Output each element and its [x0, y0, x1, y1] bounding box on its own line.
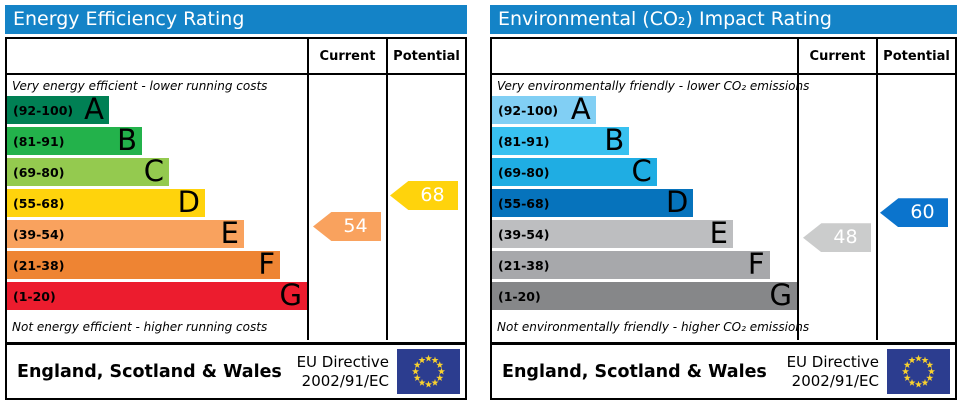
- table-body-row: Very environmentally friendly - lower CO…: [492, 75, 955, 340]
- rating-scale: Very environmentally friendly - lower CO…: [492, 75, 810, 340]
- band-e: (39-54) E: [7, 216, 244, 250]
- current-column-header: Current: [797, 39, 876, 73]
- eu-directive-label: EU Directive 2002/91/EC: [296, 352, 389, 390]
- band-range: (81-91): [13, 133, 65, 149]
- current-rating-value: 48: [833, 226, 858, 249]
- band-range: (21-38): [498, 257, 550, 273]
- panel-footer: England, Scotland & Wales EU Directive 2…: [5, 343, 467, 400]
- band-range: (39-54): [498, 226, 550, 242]
- band-range: (55-68): [498, 195, 550, 211]
- table-header-row: Current Potential: [7, 39, 465, 75]
- band-range: (69-80): [498, 164, 550, 180]
- eu-flag-icon: [397, 349, 460, 394]
- band-letter: G: [769, 278, 792, 312]
- top-annotation: Very environmentally friendly - lower CO…: [497, 79, 810, 93]
- band-letter: D: [177, 185, 200, 219]
- eu-directive-label: EU Directive 2002/91/EC: [786, 352, 879, 390]
- band-letter: B: [604, 123, 625, 157]
- band-range: (39-54): [13, 226, 65, 242]
- band-a: (92-100) A: [7, 92, 109, 126]
- band-range: (1-20): [498, 288, 541, 304]
- band-e: (39-54) E: [492, 216, 733, 250]
- band-range: (21-38): [13, 257, 65, 273]
- table-body-row: Very energy efficient - lower running co…: [7, 75, 465, 340]
- energy-efficiency-panel: Energy Efficiency Rating Current Potenti…: [5, 5, 467, 400]
- environmental-impact-panel: Environmental (CO₂) Impact Rating Curren…: [490, 5, 957, 400]
- region-label: England, Scotland & Wales: [17, 361, 282, 382]
- band-range: (92-100): [13, 102, 74, 118]
- potential-column-header: Potential: [876, 39, 955, 73]
- band-letter: F: [258, 247, 275, 281]
- rating-bands: (92-100) A (81-91) B (69-80) C (55-68): [492, 92, 797, 313]
- band-letter: D: [665, 185, 689, 219]
- current-column: [797, 75, 876, 340]
- bottom-annotation: Not energy efficient - higher running co…: [12, 320, 268, 334]
- band-letter: A: [84, 92, 104, 126]
- rating-table: Current Potential Very environmentally f…: [490, 37, 957, 344]
- rating-scale: Very energy efficient - lower running co…: [7, 75, 307, 340]
- band-letter: F: [747, 247, 765, 281]
- band-g: (1-20) G: [7, 278, 307, 312]
- eu-flag-icon: [887, 349, 950, 394]
- band-b: (81-91) B: [7, 123, 142, 157]
- current-column-header: Current: [307, 39, 386, 73]
- header-spacer: [7, 39, 307, 73]
- panel-title: Energy Efficiency Rating: [5, 5, 467, 34]
- panel-title: Environmental (CO₂) Impact Rating: [490, 5, 957, 34]
- band-letter: E: [709, 216, 728, 250]
- band-range: (81-91): [498, 133, 550, 149]
- table-header-row: Current Potential: [492, 39, 955, 75]
- band-c: (69-80) C: [7, 154, 169, 188]
- band-d: (55-68) D: [492, 185, 694, 219]
- band-letter: G: [279, 278, 302, 312]
- band-d: (55-68) D: [7, 185, 205, 219]
- current-rating-value: 54: [343, 215, 368, 237]
- band-b: (81-91) B: [492, 123, 630, 157]
- rating-bands: (92-100) A (81-91) B (69-80) C (55-68): [7, 92, 307, 313]
- band-a: (92-100) A: [492, 92, 596, 126]
- bottom-annotation: Not environmentally friendly - higher CO…: [497, 320, 810, 334]
- panel-footer: England, Scotland & Wales EU Directive 2…: [490, 343, 957, 400]
- band-c: (69-80) C: [492, 154, 657, 188]
- potential-column: [876, 75, 955, 340]
- band-f: (21-38) F: [7, 247, 280, 281]
- band-letter: A: [570, 92, 591, 126]
- band-letter: C: [631, 154, 652, 188]
- band-letter: C: [143, 154, 164, 188]
- band-range: (92-100): [498, 102, 559, 118]
- top-annotation: Very energy efficient - lower running co…: [12, 79, 268, 93]
- band-range: (55-68): [13, 195, 65, 211]
- band-range: (1-20): [13, 288, 56, 304]
- band-range: (69-80): [13, 164, 65, 180]
- rating-table: Current Potential Very energy efficient …: [5, 37, 467, 344]
- band-letter: B: [117, 123, 137, 157]
- header-spacer: [492, 39, 797, 73]
- current-column: [307, 75, 386, 340]
- band-f: (21-38) F: [492, 247, 770, 281]
- potential-column-header: Potential: [386, 39, 465, 73]
- potential-rating-value: 60: [910, 201, 935, 224]
- band-g: (1-20) G: [492, 278, 797, 312]
- potential-rating-value: 68: [420, 184, 445, 206]
- band-letter: E: [220, 216, 239, 250]
- region-label: England, Scotland & Wales: [502, 361, 767, 382]
- potential-column: [386, 75, 465, 340]
